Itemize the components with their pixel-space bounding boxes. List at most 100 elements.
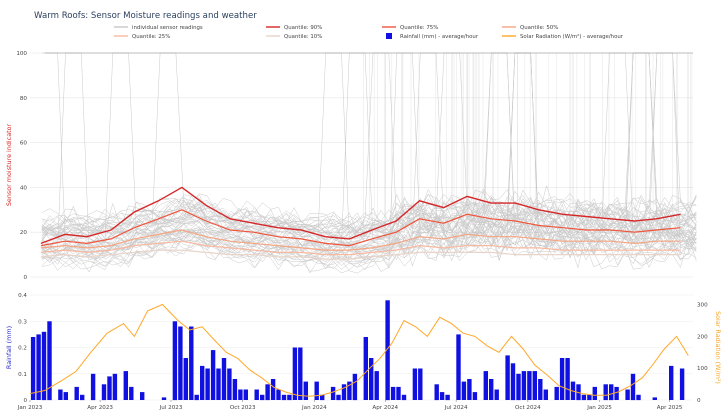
rainfall-bar[interactable] bbox=[418, 368, 423, 401]
rainfall-bar[interactable] bbox=[369, 358, 374, 400]
rainfall-bar[interactable] bbox=[270, 379, 276, 400]
rainfall-bar[interactable] bbox=[320, 394, 325, 401]
legend-label-5[interactable]: Quantile: 10% bbox=[284, 34, 322, 40]
rainfall-bar[interactable] bbox=[543, 389, 548, 401]
legend-label-4[interactable]: Quantile: 25% bbox=[132, 34, 170, 40]
rainfall-bar[interactable] bbox=[521, 371, 527, 400]
rainfall-bar[interactable] bbox=[614, 386, 619, 400]
legend-label-3[interactable]: Quantile: 50% bbox=[520, 25, 558, 31]
rainfall-bar[interactable] bbox=[587, 394, 592, 401]
rainfall-bar[interactable] bbox=[216, 368, 221, 401]
rainfall-bar[interactable] bbox=[336, 394, 341, 401]
rainfall-bar[interactable] bbox=[352, 373, 358, 401]
rainfall-bar[interactable] bbox=[679, 368, 685, 401]
rainfall-bar[interactable] bbox=[30, 337, 36, 400]
rainfall-bar[interactable] bbox=[401, 394, 407, 401]
rainfall-bar[interactable] bbox=[287, 394, 292, 401]
rainfall-bar[interactable] bbox=[565, 358, 570, 400]
rainfall-bar[interactable] bbox=[281, 394, 287, 401]
rainfall-bar[interactable] bbox=[276, 389, 281, 401]
rainfall-bar[interactable] bbox=[314, 381, 319, 400]
rainfall-bar[interactable] bbox=[221, 358, 227, 400]
rainfall-bar[interactable] bbox=[554, 386, 559, 400]
rainfall-bar[interactable] bbox=[592, 386, 597, 400]
legend-label-2[interactable]: Quantile: 75% bbox=[400, 25, 438, 31]
rainfall-bar[interactable] bbox=[516, 373, 521, 401]
legend-label-1[interactable]: Quantile: 90% bbox=[284, 25, 322, 31]
rainfall-bar[interactable] bbox=[140, 392, 145, 400]
rainfall-bar[interactable] bbox=[238, 389, 243, 401]
legend-label-7[interactable]: Solar Radiation (W/m²) - average/hour bbox=[520, 33, 624, 40]
rainfall-bar[interactable] bbox=[581, 394, 587, 401]
rainfall-bar[interactable] bbox=[559, 358, 565, 400]
rainfall-bar[interactable] bbox=[47, 321, 52, 401]
rainfall-bar[interactable] bbox=[80, 394, 85, 401]
rainfall-bar[interactable] bbox=[189, 326, 194, 401]
rainfall-bar[interactable] bbox=[456, 334, 461, 400]
rainfall-bar[interactable] bbox=[210, 350, 216, 400]
rainfall-bar[interactable] bbox=[194, 394, 199, 401]
rainfall-bar[interactable] bbox=[625, 389, 630, 401]
rainfall-bar[interactable] bbox=[483, 371, 488, 400]
rainfall-bar[interactable] bbox=[527, 371, 532, 400]
rainfall-bar[interactable] bbox=[510, 363, 516, 401]
rainfall-bar[interactable] bbox=[227, 368, 232, 401]
rainfall-bar[interactable] bbox=[178, 326, 183, 401]
rainfall-bar[interactable] bbox=[36, 334, 41, 400]
rainfall-bar[interactable] bbox=[472, 392, 478, 400]
rainfall-bar[interactable] bbox=[161, 397, 167, 400]
rainfall-bar[interactable] bbox=[243, 389, 248, 401]
rainfall-bar[interactable] bbox=[265, 384, 270, 401]
quantile-line-q25[interactable] bbox=[40, 240, 681, 256]
quantile-line-q10[interactable] bbox=[40, 249, 681, 260]
rainfall-bar[interactable] bbox=[41, 331, 47, 401]
rainfall-bar[interactable] bbox=[390, 386, 396, 400]
rainfall-bar[interactable] bbox=[385, 300, 390, 401]
rainfall-bar[interactable] bbox=[412, 368, 418, 401]
rainfall-bar[interactable] bbox=[396, 386, 401, 400]
rainfall-bar[interactable] bbox=[363, 337, 368, 400]
rainfall-bar[interactable] bbox=[183, 358, 188, 400]
rainfall-bar[interactable] bbox=[669, 365, 674, 400]
rainfall-bar[interactable] bbox=[260, 394, 265, 401]
rainfall-bar[interactable] bbox=[603, 384, 608, 401]
rainfall-bar[interactable] bbox=[129, 386, 134, 400]
rainfall-bar[interactable] bbox=[101, 384, 107, 401]
legend-label-0[interactable]: individual sensor readings bbox=[132, 25, 203, 31]
rainfall-bar[interactable] bbox=[374, 371, 379, 400]
rainfall-bar[interactable] bbox=[434, 384, 439, 401]
rainfall-bar[interactable] bbox=[347, 381, 352, 400]
rainfall-bar[interactable] bbox=[232, 379, 238, 400]
rainfall-bar[interactable] bbox=[205, 368, 210, 401]
rainfall-bar[interactable] bbox=[200, 365, 205, 400]
rainfall-bar[interactable] bbox=[330, 386, 336, 400]
rainfall-bar[interactable] bbox=[254, 389, 259, 401]
rainfall-bar[interactable] bbox=[63, 392, 68, 400]
rainfall-bar[interactable] bbox=[112, 373, 118, 401]
rainfall-bar[interactable] bbox=[292, 347, 298, 401]
quantile-line-q90[interactable] bbox=[40, 186, 681, 245]
rainfall-bar[interactable] bbox=[123, 371, 128, 400]
rainfall-bar[interactable] bbox=[505, 355, 510, 400]
rainfall-bar[interactable] bbox=[652, 397, 657, 400]
rainfall-bar[interactable] bbox=[609, 384, 614, 401]
quantile-line-q50[interactable] bbox=[40, 229, 681, 251]
rainfall-bar[interactable] bbox=[636, 394, 641, 401]
rainfall-bar[interactable] bbox=[74, 386, 79, 400]
rainfall-bar[interactable] bbox=[90, 373, 96, 401]
rainfall-bar[interactable] bbox=[494, 389, 499, 401]
rainfall-bar[interactable] bbox=[341, 384, 347, 401]
rainfall-bar[interactable] bbox=[445, 394, 450, 401]
rainfall-bar[interactable] bbox=[439, 392, 445, 400]
rainfall-bar[interactable] bbox=[461, 381, 467, 400]
rainfall-bar[interactable] bbox=[107, 376, 112, 400]
rainfall-bar[interactable] bbox=[172, 321, 178, 401]
rainfall-bar[interactable] bbox=[58, 389, 63, 401]
rainfall-bar[interactable] bbox=[298, 347, 303, 401]
solar-radiation-line[interactable] bbox=[29, 303, 689, 397]
rainfall-bar[interactable] bbox=[630, 373, 636, 401]
rainfall-bar[interactable] bbox=[467, 379, 472, 400]
rainfall-bar[interactable] bbox=[532, 371, 537, 400]
rainfall-bar[interactable] bbox=[538, 379, 543, 400]
legend-label-6[interactable]: Rainfall (mm) - average/hour bbox=[400, 34, 479, 40]
